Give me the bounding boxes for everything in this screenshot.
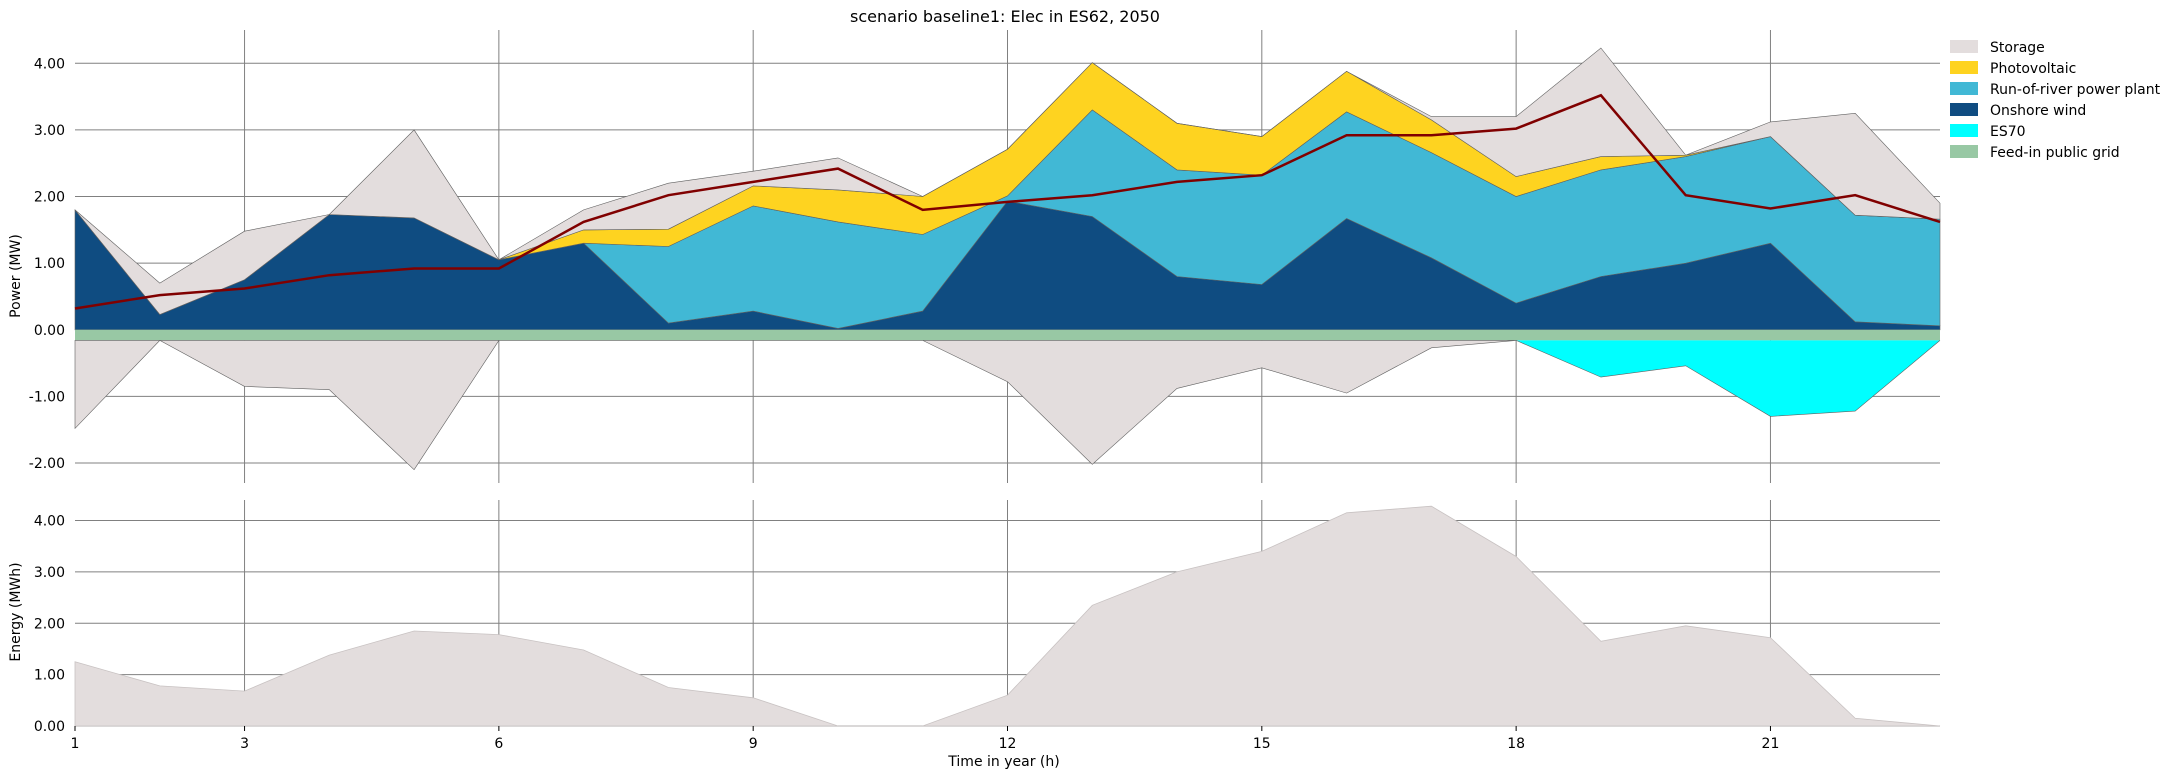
legend-label-es70: ES70	[1990, 124, 2026, 140]
area-storage-energy	[74, 505, 1941, 727]
demand-line	[74, 93, 1941, 310]
legend-swatch-run-of-river-power-plant	[1950, 82, 1978, 95]
legend-label-photovoltaic: Photovoltaic	[1990, 61, 2076, 77]
y-tick-label: 4.00	[34, 56, 65, 72]
area-es70	[75, 340, 1940, 417]
legend-swatch-photovoltaic	[1950, 61, 1978, 74]
y-tick-label: 3.00	[34, 565, 65, 581]
legend-label-feed-in-public-grid: Feed-in public grid	[1990, 145, 2120, 161]
legend-swatch-storage	[1950, 40, 1978, 53]
x-tick-label: 9	[749, 736, 758, 752]
y-tick-label: 0.00	[34, 719, 65, 735]
y-tick-label: 1.00	[34, 256, 65, 272]
x-tick-label: 18	[1507, 736, 1525, 752]
energy-plot: 0.00 1.00 2.00 3.00 4.00 1 3 6 9 12 15 18 21	[34, 500, 1941, 752]
area-feed-in-public-grid	[75, 329, 1940, 341]
energy-axis-label: Energy (MWh)	[8, 562, 24, 661]
legend-swatch-es70	[1950, 124, 1978, 137]
legend-swatch-feed-in-public-grid	[1950, 145, 1978, 158]
y-tick-label: 2.00	[34, 190, 65, 206]
area-storage-negative	[74, 340, 1941, 471]
x-tick-label: 21	[1762, 736, 1780, 752]
legend-label-run-of-river-power-plant: Run-of-river power plant	[1990, 82, 2161, 98]
x-tick-label: 15	[1253, 736, 1271, 752]
x-tick-label: 1	[71, 736, 80, 752]
chart-title: scenario baseline1: Elec in ES62, 2050	[850, 7, 1160, 26]
legend-label-onshore-wind: Onshore wind	[1990, 103, 2086, 119]
power-axis-label: Power (MW)	[8, 234, 24, 318]
x-tick-label: 3	[240, 736, 249, 752]
y-tick-label: 3.00	[34, 123, 65, 139]
area-storage	[74, 47, 1941, 315]
x-tick-label: 6	[494, 736, 503, 752]
y-tick-label: 1.00	[34, 668, 65, 684]
y-tick-label: 4.00	[34, 514, 65, 530]
legend-swatch-onshore-wind	[1950, 103, 1978, 116]
legend: Storage Photovoltaic Run-of-river power pl…	[1950, 40, 2161, 161]
x-tick-label: 12	[999, 736, 1017, 752]
time-axis-label: Time in year (h)	[947, 754, 1059, 770]
power-plot: -2.00 -1.00 0.00 1.00 2.00 3.00 4.00	[29, 30, 1941, 483]
y-tick-label: -1.00	[29, 389, 65, 405]
legend-label-storage: Storage	[1990, 40, 2045, 56]
y-tick-label: 2.00	[34, 616, 65, 632]
y-tick-label: -2.00	[29, 456, 65, 472]
y-tick-label: 0.00	[34, 323, 65, 339]
